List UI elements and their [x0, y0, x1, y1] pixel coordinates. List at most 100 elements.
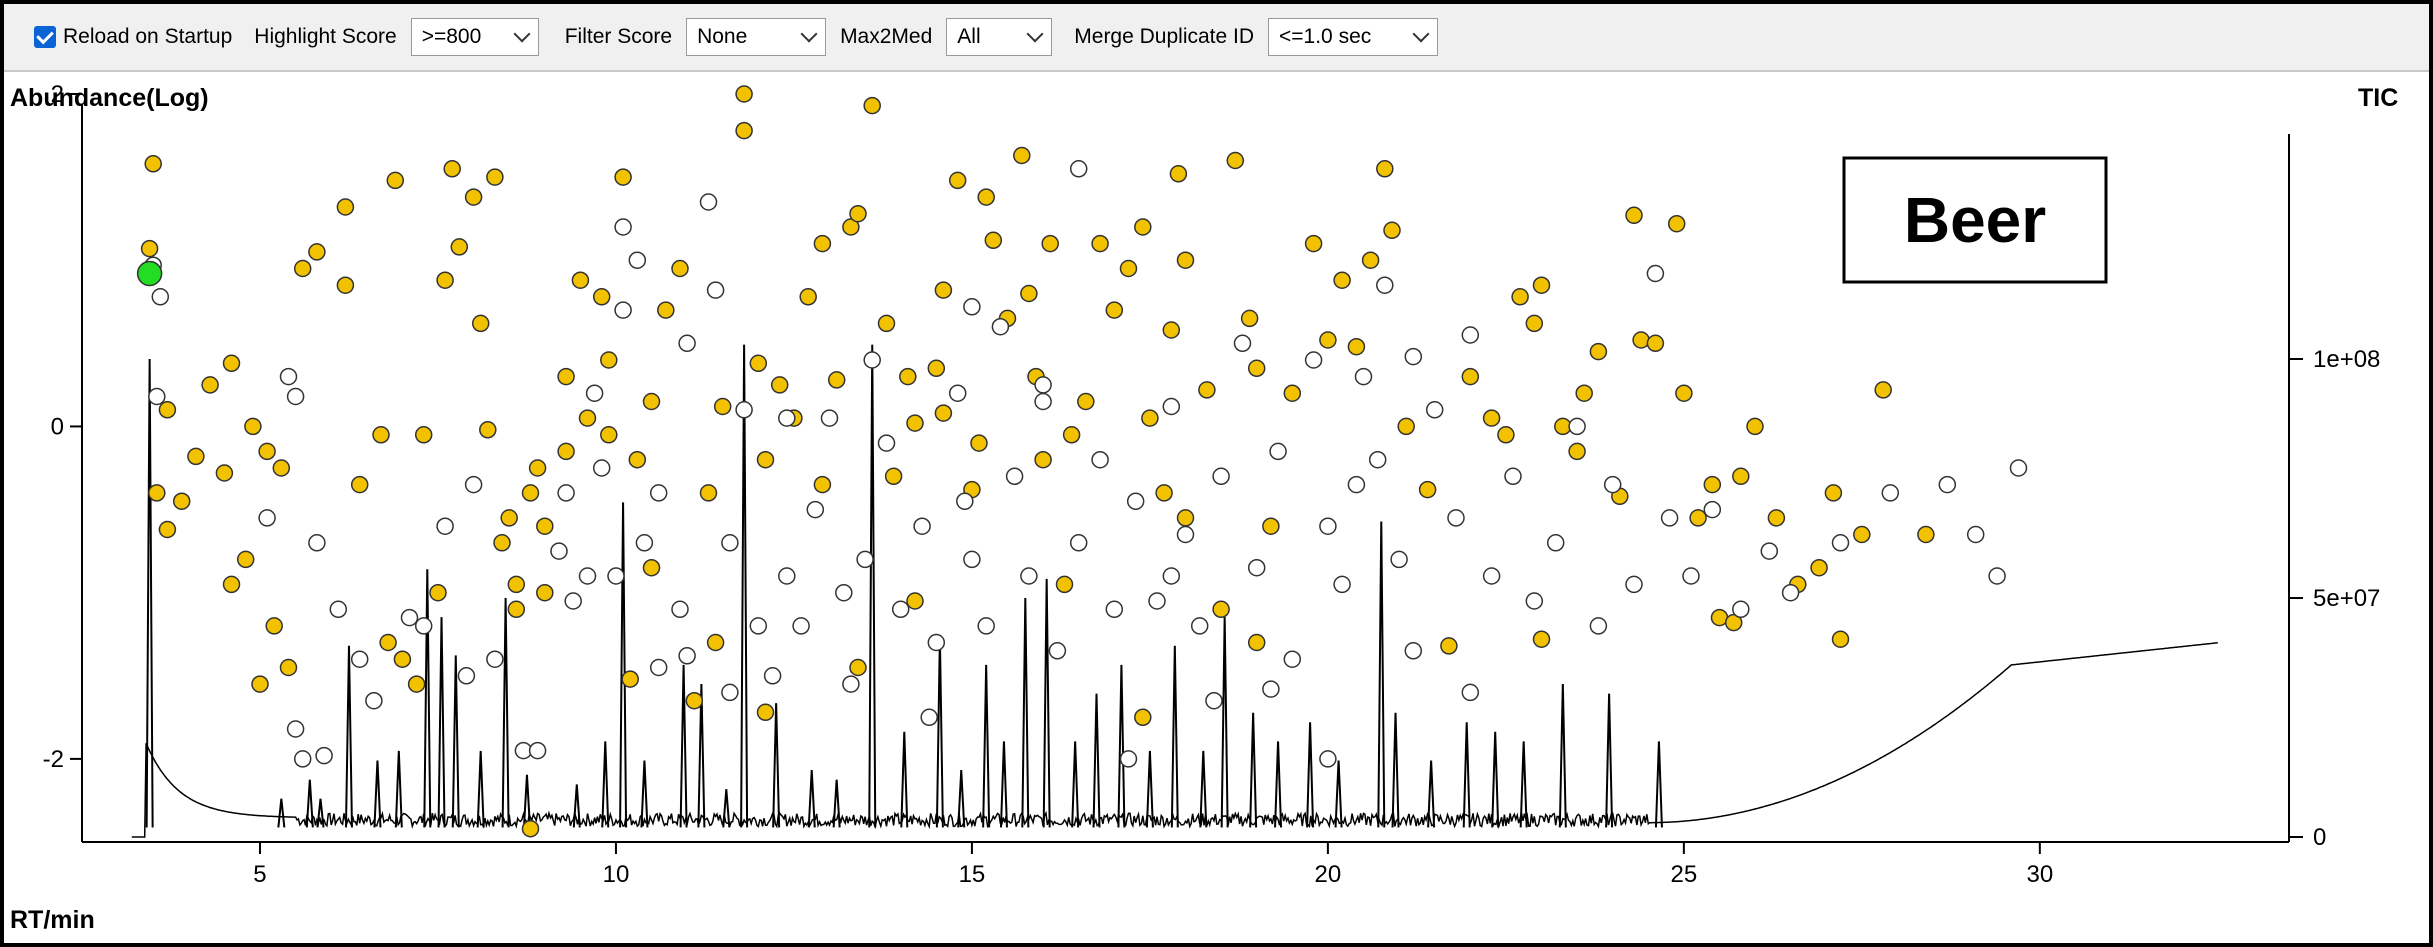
highlight-point: [578, 409, 597, 427]
data-point: [1881, 484, 1900, 502]
data-point: [721, 534, 739, 552]
highlight-point: [158, 520, 177, 539]
highlight-point: [187, 447, 205, 466]
highlight-point: [279, 658, 298, 677]
highlight-point: [1482, 409, 1501, 427]
highlight-point: [1667, 214, 1686, 233]
data-point: [1376, 276, 1394, 294]
max2med-select[interactable]: All: [946, 18, 1053, 56]
highlight-point: [1532, 630, 1551, 648]
data-point: [308, 534, 326, 552]
data-point: [1034, 376, 1052, 394]
tic-peak: [1071, 741, 1080, 828]
data-point: [721, 683, 739, 702]
highlight-point: [486, 168, 504, 186]
data-point: [1546, 534, 1565, 552]
highlight-point: [770, 376, 789, 394]
max2med-label: Max2Med: [840, 25, 933, 48]
data-point: [1703, 500, 1722, 519]
highlight-point: [1568, 442, 1586, 461]
highlight-point: [592, 288, 611, 306]
highlight-point: [443, 160, 461, 178]
merge-duplicate-select[interactable]: <=1.0 sec: [1268, 18, 1439, 56]
data-point: [329, 600, 348, 619]
data-point: [1354, 367, 1373, 386]
highlight-point: [222, 354, 241, 373]
chevron-down-icon: [513, 25, 531, 43]
chevron-down-icon: [1026, 25, 1044, 43]
data-point: [820, 409, 839, 427]
highlight-point: [756, 450, 775, 469]
data-point: [1162, 567, 1181, 585]
highlight-point: [1198, 381, 1216, 399]
data-point: [614, 301, 632, 319]
data-point: [778, 409, 796, 427]
app-window: Reload on Startup Highlight Score >=800 …: [4, 4, 2429, 943]
highlight-point: [735, 85, 753, 103]
tic-peak: [451, 655, 460, 828]
data-point: [1603, 475, 1622, 494]
highlight-point: [1119, 259, 1138, 278]
data-point: [557, 484, 575, 502]
highlight-point: [222, 575, 241, 594]
data-point: [564, 592, 582, 610]
tic-peak: [522, 774, 531, 828]
filter-score-select[interactable]: None: [686, 18, 827, 56]
highlight-point: [1247, 359, 1266, 378]
highlight-point: [1461, 367, 1480, 386]
tic-peak: [305, 779, 314, 828]
data-point: [1304, 351, 1323, 369]
scatter-chart[interactable]: Abundance(Log) TIC RT/min 20-25 10 15 20 25 3…: [4, 72, 2429, 943]
tic-peak: [935, 636, 944, 828]
highlight-point: [379, 633, 397, 652]
highlight-point: [471, 314, 490, 333]
tic-peak: [476, 750, 485, 828]
highlight-point: [201, 376, 219, 394]
highlight-score-select[interactable]: >=800: [410, 18, 539, 56]
highlight-point: [671, 259, 689, 278]
data-point: [464, 475, 483, 494]
reload-checkbox[interactable]: [34, 26, 56, 48]
highlight-point: [258, 442, 276, 461]
tic-peak: [1491, 731, 1500, 828]
highlight-point: [251, 675, 269, 693]
highlight-point: [386, 171, 405, 190]
data-point: [1404, 347, 1423, 366]
data-point: [350, 650, 369, 668]
highlight-point: [600, 426, 618, 444]
tic-peak: [740, 344, 749, 828]
highlight-point: [685, 691, 704, 710]
highlight-point: [1917, 525, 1935, 544]
data-point: [1091, 450, 1109, 469]
data-point: [778, 567, 796, 585]
tic-peak: [1558, 684, 1567, 828]
data-point: [806, 500, 825, 519]
data-point: [977, 617, 995, 635]
highlight-point: [436, 271, 454, 289]
highlight-point: [1525, 314, 1544, 333]
toolbar: Reload on Startup Highlight Score >=800 …: [4, 4, 2429, 72]
highlight-point: [977, 188, 995, 206]
tic-peak: [1391, 712, 1400, 828]
data-point: [286, 720, 305, 738]
data-point: [649, 658, 668, 677]
highlight-point: [884, 467, 903, 486]
highlight-point: [984, 231, 1003, 250]
chevron-down-icon: [800, 25, 818, 43]
data-point: [1119, 750, 1138, 768]
highlight-point: [1831, 630, 1850, 648]
highlight-point: [813, 475, 832, 494]
tic-peak: [1145, 750, 1154, 828]
highlight-point: [827, 371, 846, 389]
chevron-down-icon: [1412, 25, 1430, 43]
data-point: [1347, 475, 1366, 494]
tic-peak: [772, 703, 781, 828]
highlight-point: [1383, 221, 1401, 240]
highlight-point: [1162, 321, 1181, 339]
highlight-point: [756, 703, 775, 722]
highlight-point: [507, 575, 526, 594]
highlight-point: [158, 401, 177, 419]
y-axis-label: Abundance(Log): [10, 84, 209, 112]
highlight-point: [934, 281, 953, 299]
highlight-point: [1675, 384, 1693, 402]
